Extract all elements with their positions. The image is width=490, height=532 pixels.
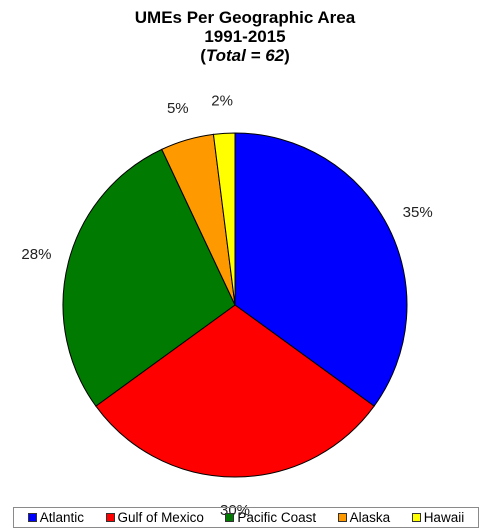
legend-swatch-pacific-coast	[225, 513, 235, 522]
legend-label-gulf-of-mexico: Gulf of Mexico	[117, 510, 204, 525]
legend-swatch-alaska	[337, 513, 347, 522]
slice-label-atlantic: 35%	[403, 204, 433, 221]
chart-subtitle: 1991-2015	[204, 27, 286, 46]
chart-total: (Total = 62)	[200, 46, 290, 65]
slice-label-hawaii: 2%	[211, 92, 233, 109]
chart-total-text: Total = 62	[205, 46, 285, 65]
slice-label-alaska: 5%	[167, 100, 189, 117]
slice-label-pacific-coast: 28%	[21, 246, 51, 263]
legend-item-pacific-coast: Pacific Coast	[225, 510, 316, 525]
legend-item-gulf-of-mexico: Gulf of Mexico	[105, 510, 204, 525]
legend-label-atlantic: Atlantic	[39, 510, 85, 525]
legend-label-alaska: Alaska	[349, 510, 391, 525]
legend-swatch-atlantic	[27, 513, 37, 522]
legend-item-hawaii: Hawaii	[411, 510, 465, 525]
pie-slice-hawaii	[212, 132, 236, 306]
pie-slice-pacific-coast	[62, 148, 236, 407]
chart-legend: Atlantic Gulf of Mexico Pacific Coast Alask…	[13, 507, 479, 528]
legend-label-hawaii: Hawaii	[423, 510, 465, 525]
pie-slice-atlantic	[234, 132, 408, 407]
legend-swatch-gulf-of-mexico	[105, 513, 115, 522]
pie-slice-gulf-of-mexico	[95, 304, 375, 478]
chart-title-block: UMEs Per Geographic Area 1991-2015 (Tota…	[0, 8, 490, 65]
chart-title: UMEs Per Geographic Area	[134, 8, 356, 27]
legend-item-alaska: Alaska	[337, 510, 391, 525]
legend-item-atlantic: Atlantic	[27, 510, 85, 525]
legend-label-pacific-coast: Pacific Coast	[237, 510, 317, 525]
legend-swatch-hawaii	[411, 513, 421, 522]
